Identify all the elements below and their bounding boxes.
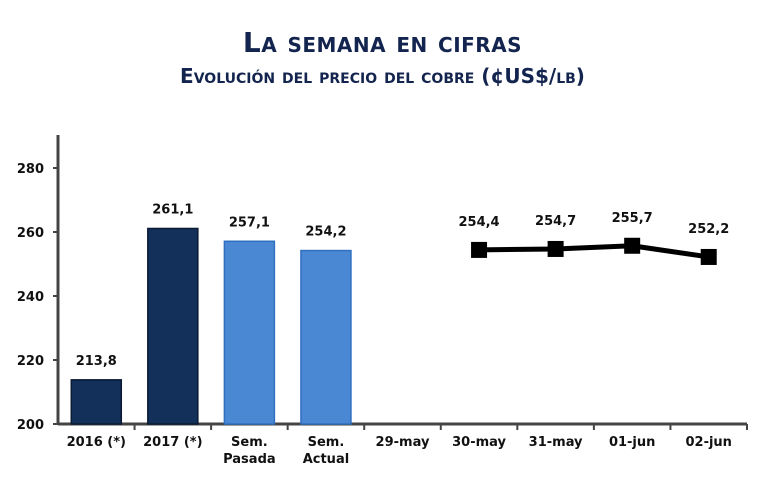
x-tick-label: Pasada bbox=[223, 452, 276, 467]
x-tick-label: 01-jun bbox=[609, 435, 655, 450]
data-label: 255,7 bbox=[612, 211, 653, 226]
data-label: 252,2 bbox=[688, 222, 729, 237]
line-marker bbox=[624, 237, 641, 254]
series-line bbox=[479, 243, 710, 260]
line-marker bbox=[547, 240, 564, 257]
chart-subtitle: Evolución del precio del cobre (¢US$/lb) bbox=[180, 64, 585, 88]
data-label: 261,1 bbox=[152, 202, 193, 217]
x-tick-label: Sem. bbox=[231, 435, 268, 450]
x-tick-label: 29-may bbox=[376, 435, 430, 450]
x-tick-label: 30-may bbox=[452, 435, 506, 450]
bar bbox=[70, 379, 123, 425]
y-tick-label: 220 bbox=[17, 354, 44, 369]
y-tick-label: 200 bbox=[17, 418, 44, 433]
x-tick-label: 2016 (*) bbox=[67, 435, 126, 450]
x-tick-label: 2017 (*) bbox=[143, 435, 202, 450]
chart-title: La semana en cifras bbox=[242, 26, 523, 59]
bar bbox=[147, 227, 199, 425]
x-tick-label: 02-jun bbox=[685, 435, 731, 450]
data-label: 257,1 bbox=[229, 215, 270, 230]
x-tick-label: 31-may bbox=[529, 435, 583, 450]
data-label: 213,8 bbox=[76, 354, 117, 369]
data-label: 254,7 bbox=[535, 214, 576, 229]
line-marker bbox=[471, 241, 488, 258]
y-tick-label: 260 bbox=[17, 226, 44, 241]
x-tick-label: Actual bbox=[303, 452, 349, 467]
y-tick-label: 240 bbox=[17, 290, 44, 305]
y-tick-label: 280 bbox=[17, 162, 44, 177]
data-label: 254,2 bbox=[305, 225, 346, 240]
bar bbox=[300, 249, 352, 425]
data-label: 254,4 bbox=[458, 215, 499, 230]
bar bbox=[223, 240, 276, 425]
line-marker bbox=[700, 248, 717, 265]
x-tick-label: Sem. bbox=[308, 435, 345, 450]
